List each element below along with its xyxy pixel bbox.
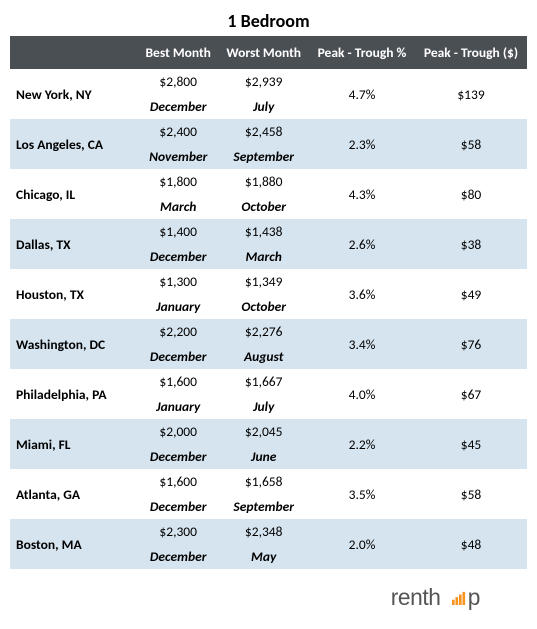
worst-month: August [218,344,309,369]
svg-text:renth: renth [391,584,441,610]
dollar-cell: $45 [415,419,527,469]
pct-cell: 2.2% [309,419,415,469]
worst-value: $2,458 [218,119,309,144]
best-month: December [138,494,218,519]
pct-cell: 3.5% [309,469,415,519]
dollar-cell: $38 [415,219,527,269]
best-value: $1,600 [138,369,218,394]
dollar-cell: $49 [415,269,527,319]
pct-cell: 2.6% [309,219,415,269]
rent-table: Best Month Worst Month Peak - Trough % P… [10,36,527,569]
best-value: $2,000 [138,419,218,444]
worst-month: September [218,144,309,169]
best-value: $1,800 [138,169,218,194]
col-dollar: Peak - Trough ($) [415,36,527,69]
col-worst: Worst Month [218,36,309,69]
pct-cell: 2.3% [309,119,415,169]
table-row: Miami, FL$2,000$2,0452.2%$45 [10,419,527,444]
worst-value: $1,349 [218,269,309,294]
renthop-logo: renth p [10,579,517,612]
pct-cell: 4.0% [309,369,415,419]
best-month: December [138,244,218,269]
table-row: Houston, TX$1,300$1,3493.6%$49 [10,269,527,294]
best-month: January [138,294,218,319]
worst-value: $1,658 [218,469,309,494]
pct-cell: 4.3% [309,169,415,219]
worst-value: $2,939 [218,69,309,94]
city-cell: Chicago, IL [10,169,138,219]
best-value: $2,800 [138,69,218,94]
best-value: $2,400 [138,119,218,144]
worst-value: $1,438 [218,219,309,244]
dollar-cell: $48 [415,519,527,569]
best-month: December [138,444,218,469]
worst-month: September [218,494,309,519]
city-cell: Miami, FL [10,419,138,469]
table-row: New York, NY$2,800$2,9394.7%$139 [10,69,527,94]
worst-month: June [218,444,309,469]
best-value: $2,300 [138,519,218,544]
table-row: Los Angeles, CA$2,400$2,4582.3%$58 [10,119,527,144]
city-cell: New York, NY [10,69,138,119]
worst-value: $1,880 [218,169,309,194]
dollar-cell: $80 [415,169,527,219]
worst-month: March [218,244,309,269]
best-month: December [138,344,218,369]
city-cell: Los Angeles, CA [10,119,138,169]
svg-text:p: p [468,584,480,610]
pct-cell: 3.6% [309,269,415,319]
col-city [10,36,138,69]
table-row: Boston, MA$2,300$2,3482.0%$48 [10,519,527,544]
worst-month: October [218,194,309,219]
worst-month: October [218,294,309,319]
table-row: Philadelphia, PA$1,600$1,6674.0%$67 [10,369,527,394]
table-row: Chicago, IL$1,800$1,8804.3%$80 [10,169,527,194]
city-cell: Philadelphia, PA [10,369,138,419]
city-cell: Dallas, TX [10,219,138,269]
best-month: December [138,544,218,569]
dollar-cell: $58 [415,469,527,519]
worst-month: July [218,94,309,119]
dollar-cell: $58 [415,119,527,169]
dollar-cell: $67 [415,369,527,419]
worst-month: July [218,394,309,419]
best-month: November [138,144,218,169]
pct-cell: 3.4% [309,319,415,369]
worst-month: May [218,544,309,569]
best-month: January [138,394,218,419]
table-row: Washington, DC$2,200$2,2763.4%$76 [10,319,527,344]
header-row: Best Month Worst Month Peak - Trough % P… [10,36,527,69]
dollar-cell: $76 [415,319,527,369]
table-title: 1 Bedroom [10,10,527,32]
best-month: December [138,94,218,119]
col-best: Best Month [138,36,218,69]
table-row: Dallas, TX$1,400$1,4382.6%$38 [10,219,527,244]
worst-value: $2,276 [218,319,309,344]
best-value: $2,200 [138,319,218,344]
best-value: $1,400 [138,219,218,244]
city-cell: Houston, TX [10,269,138,319]
best-value: $1,300 [138,269,218,294]
city-cell: Washington, DC [10,319,138,369]
worst-value: $2,348 [218,519,309,544]
best-value: $1,600 [138,469,218,494]
pct-cell: 2.0% [309,519,415,569]
city-cell: Atlanta, GA [10,469,138,519]
table-row: Atlanta, GA$1,600$1,6583.5%$58 [10,469,527,494]
pct-cell: 4.7% [309,69,415,119]
dollar-cell: $139 [415,69,527,119]
city-cell: Boston, MA [10,519,138,569]
worst-value: $1,667 [218,369,309,394]
best-month: March [138,194,218,219]
col-pct: Peak - Trough % [309,36,415,69]
worst-value: $2,045 [218,419,309,444]
